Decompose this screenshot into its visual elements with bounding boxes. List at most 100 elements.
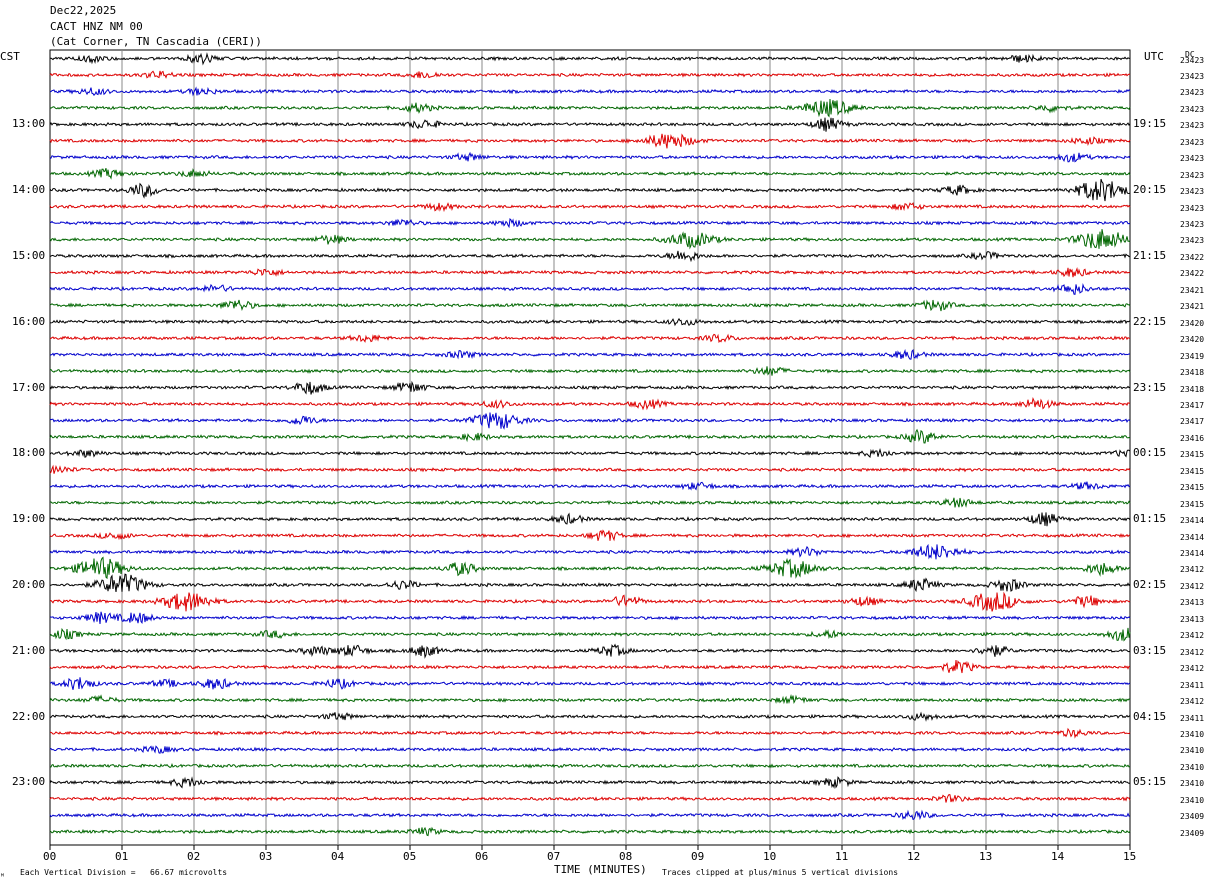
- dc-offset-label: 23423: [1180, 137, 1205, 147]
- trace-line-34: [49, 611, 1131, 625]
- x-tick-label: 07: [547, 850, 561, 863]
- right-hour-label: 00:15: [1133, 446, 1167, 460]
- trace-line-33: [49, 591, 1131, 612]
- x-tick-label: 15: [1123, 850, 1137, 863]
- x-tick-label: 01: [115, 850, 129, 863]
- dc-offset-label: 23421: [1180, 302, 1205, 312]
- trace-line-23: [49, 428, 1131, 444]
- x-tick-label: 11: [835, 850, 849, 863]
- dc-offset-label: 23411: [1180, 713, 1205, 723]
- trace-line-36: [49, 643, 1131, 659]
- trace-line-22: [49, 412, 1131, 430]
- x-tick-label: 12: [907, 850, 921, 863]
- trace-line-32: [49, 573, 1131, 593]
- trace-line-2: [49, 86, 1131, 97]
- trace-line-25: [49, 464, 1131, 474]
- dc-offset-label: 23410: [1180, 729, 1205, 739]
- right-hour-label: 04:15: [1133, 709, 1167, 723]
- trace-line-43: [49, 763, 1131, 769]
- trace-line-3: [49, 98, 1131, 118]
- plot-frame: [49, 49, 1131, 846]
- x-tick-label: 05: [403, 850, 417, 863]
- trace-line-27: [49, 497, 1131, 508]
- trace-line-5: [49, 133, 1131, 149]
- left-hour-label: 19:00: [12, 512, 46, 526]
- trace-line-13: [49, 267, 1131, 278]
- trace-line-44: [49, 776, 1131, 790]
- dc-offset-label: 23410: [1180, 746, 1205, 756]
- dc-offset-label: 23423: [1180, 236, 1205, 246]
- trace-line-30: [49, 543, 1131, 560]
- dc-offset-label: 23423: [1180, 55, 1205, 65]
- dc-offset-label: 23415: [1180, 483, 1205, 493]
- trace-line-41: [49, 727, 1131, 739]
- trace-line-20: [49, 380, 1131, 395]
- left-hour-label: 22:00: [12, 709, 46, 723]
- left-hour-label: 13:00: [12, 117, 46, 131]
- dc-offset-label: 23415: [1180, 466, 1205, 476]
- dc-offset-label: 23409: [1180, 828, 1205, 838]
- dc-offset-label: 23417: [1180, 417, 1205, 427]
- dc-offset-label: 23413: [1180, 614, 1205, 624]
- dc-offset-label: 23412: [1180, 565, 1205, 575]
- x-tick-label: 09: [691, 850, 705, 863]
- dc-offset-label: 23423: [1180, 104, 1205, 114]
- left-hour-label: 23:00: [12, 775, 46, 789]
- dc-offset-label: 23412: [1180, 631, 1205, 641]
- right-hour-label: 20:15: [1133, 183, 1167, 197]
- dc-offset-label: 23421: [1180, 285, 1205, 295]
- trace-line-4: [49, 117, 1131, 132]
- dc-offset-label: 23412: [1180, 647, 1205, 657]
- right-timezone-label: UTC: [1144, 50, 1164, 63]
- dc-offset-label: 23418: [1180, 368, 1205, 378]
- x-tick-label: 14: [1051, 850, 1065, 863]
- dc-offset-label: 23422: [1180, 269, 1205, 279]
- dc-offset-label: 23423: [1180, 154, 1205, 164]
- trace-line-46: [49, 809, 1130, 821]
- trace-line-39: [49, 693, 1131, 705]
- trace-line-17: [49, 333, 1131, 344]
- dc-offset-label: 23422: [1180, 252, 1205, 262]
- right-hour-label: 02:15: [1133, 577, 1167, 591]
- x-tick-label: 02: [187, 850, 201, 863]
- dc-offset-label: 23423: [1180, 170, 1205, 180]
- trace-line-14: [49, 283, 1131, 295]
- trace-line-9: [49, 202, 1131, 213]
- right-hour-label: 23:15: [1133, 380, 1167, 394]
- trace-line-21: [49, 396, 1131, 411]
- dc-offset-label: 23412: [1180, 664, 1205, 674]
- trace-line-0: [49, 52, 1131, 66]
- dc-offset-label: 23412: [1180, 697, 1205, 707]
- x-tick-label: 04: [331, 850, 345, 863]
- dc-offset-label: 23410: [1180, 762, 1205, 772]
- x-axis-label: TIME (MINUTES): [554, 863, 647, 876]
- dc-offset-label: 23413: [1180, 598, 1205, 608]
- x-tick-label: 00: [43, 850, 57, 863]
- dc-offset-label: 23423: [1180, 220, 1205, 229]
- left-hour-label: 15:00: [12, 248, 46, 262]
- left-hour-label: 20:00: [12, 577, 46, 591]
- right-hour-label: 19:15: [1133, 117, 1167, 131]
- dc-offset-label: 23410: [1180, 795, 1205, 805]
- trace-line-12: [49, 250, 1130, 263]
- right-hour-label: 22:15: [1133, 314, 1167, 328]
- dc-offset-label: 23423: [1180, 88, 1205, 98]
- trace-line-29: [49, 529, 1131, 542]
- x-tick-label: 10: [763, 850, 777, 863]
- trace-line-1: [49, 70, 1131, 79]
- left-hour-label: 14:00: [12, 183, 46, 197]
- chart-date: Dec22,2025: [50, 4, 117, 17]
- trace-line-15: [49, 299, 1131, 312]
- dc-offset-label: 23423: [1180, 71, 1205, 81]
- trace-line-45: [49, 794, 1131, 803]
- dc-offset-label: 23414: [1180, 532, 1205, 542]
- dc-offset-label: 23415: [1180, 499, 1205, 509]
- trace-line-19: [49, 366, 1131, 376]
- corner-mark: ᴹ: [0, 872, 5, 881]
- dc-offset-label: 23417: [1180, 400, 1205, 410]
- trace-line-18: [49, 348, 1131, 360]
- x-tick-label: 03: [259, 850, 273, 863]
- trace-line-11: [49, 229, 1131, 250]
- trace-line-10: [49, 217, 1131, 229]
